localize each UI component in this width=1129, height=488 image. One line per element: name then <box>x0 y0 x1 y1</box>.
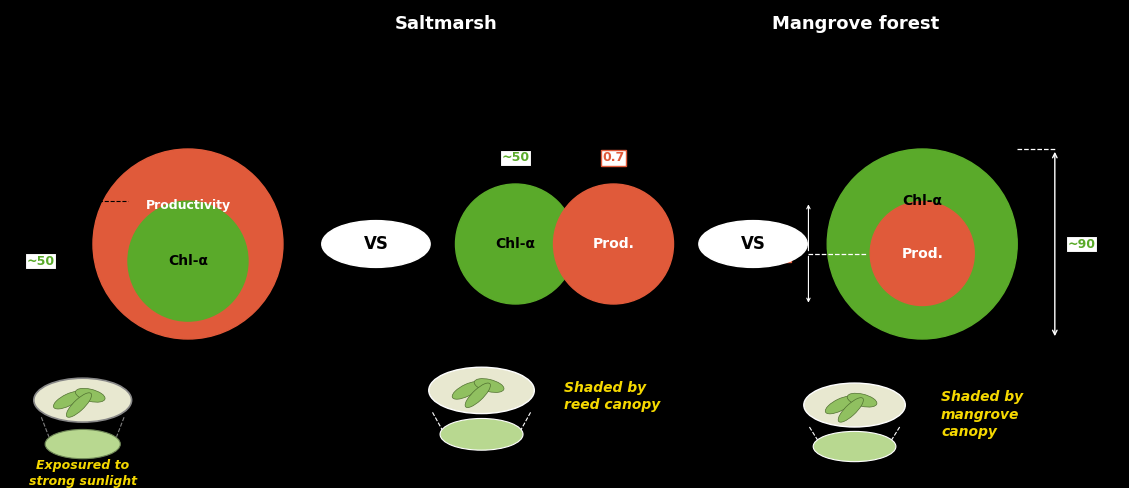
Text: Productivity:  (mg C mg Chl-α $^{-1}$ h$^{-1}$ ): Productivity: (mg C mg Chl-α $^{-1}$ h$^… <box>37 107 256 123</box>
Text: ~90: ~90 <box>1067 238 1095 250</box>
Ellipse shape <box>474 379 504 392</box>
Ellipse shape <box>804 383 905 427</box>
Ellipse shape <box>429 367 534 413</box>
Ellipse shape <box>128 201 248 321</box>
Text: Prod.: Prod. <box>593 237 634 251</box>
Text: Chl-α: Chl-α <box>902 194 943 208</box>
Text: Productivity: Productivity <box>146 200 230 212</box>
Text: Chl-α: Chl-α <box>496 237 535 251</box>
Ellipse shape <box>813 431 896 462</box>
Text: Shaded by
reed canopy: Shaded by reed canopy <box>564 381 660 412</box>
Ellipse shape <box>76 388 105 402</box>
Ellipse shape <box>838 398 864 422</box>
Text: ~50: ~50 <box>501 151 530 164</box>
Text: VS: VS <box>364 235 388 253</box>
Text: Prod.: Prod. <box>901 246 943 261</box>
Text: Shaded by
mangrove
canopy: Shaded by mangrove canopy <box>942 390 1023 439</box>
Text: VS: VS <box>741 235 765 253</box>
Ellipse shape <box>34 378 132 422</box>
Ellipse shape <box>67 393 91 417</box>
Text: 1.3: 1.3 <box>331 237 356 251</box>
Ellipse shape <box>553 184 674 304</box>
Text: Exposured to
strong sunlight: Exposured to strong sunlight <box>28 459 137 488</box>
Text: Chl-α: Chl-α <box>168 254 208 268</box>
Ellipse shape <box>825 396 854 414</box>
Text: Mangrove forest: Mangrove forest <box>772 15 939 33</box>
Ellipse shape <box>828 149 1017 339</box>
Text: 0.7: 0.7 <box>768 247 789 260</box>
Ellipse shape <box>440 418 523 450</box>
Ellipse shape <box>53 391 82 409</box>
Text: Bare intertidal flat: Bare intertidal flat <box>15 15 203 33</box>
Ellipse shape <box>465 383 490 407</box>
Text: 0.7: 0.7 <box>603 151 624 164</box>
Ellipse shape <box>455 184 576 304</box>
Ellipse shape <box>847 393 877 407</box>
Ellipse shape <box>93 149 283 339</box>
Text: Saltmarsh: Saltmarsh <box>395 15 498 33</box>
Text: $\mathit{Unit}$  Chl-α:  (mg Chl-α m$^{-2}$ ): $\mathit{Unit}$ Chl-α: (mg Chl-α m$^{-2}… <box>15 78 165 94</box>
Text: Microphytobenthic
primary production: Microphytobenthic primary production <box>187 381 289 405</box>
Ellipse shape <box>870 202 974 305</box>
Ellipse shape <box>45 429 121 459</box>
Ellipse shape <box>453 382 481 399</box>
Text: ~50: ~50 <box>26 255 54 267</box>
